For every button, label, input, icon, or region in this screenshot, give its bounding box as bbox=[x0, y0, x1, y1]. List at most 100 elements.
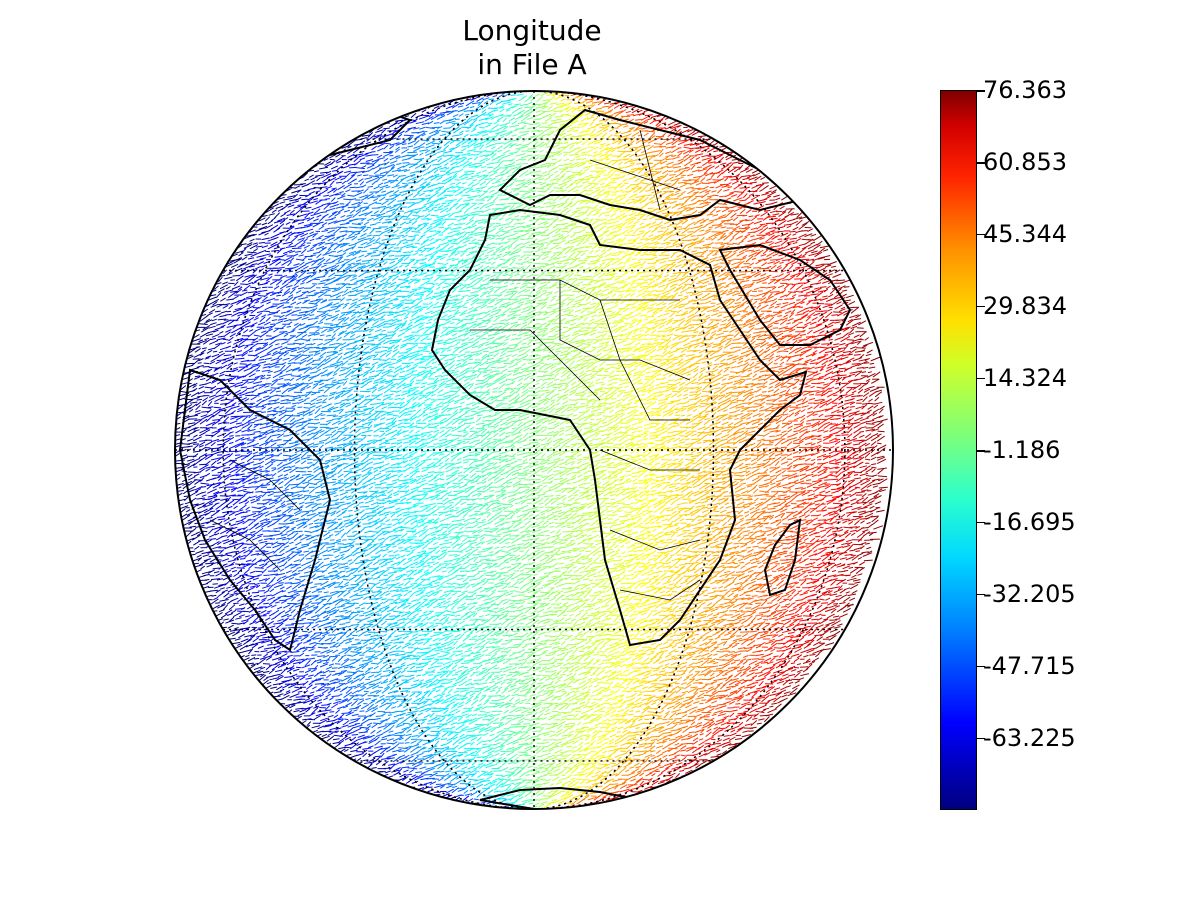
data-stroke bbox=[403, 251, 410, 254]
data-stroke bbox=[432, 222, 442, 229]
data-stroke bbox=[340, 252, 347, 257]
data-stroke bbox=[733, 197, 743, 202]
data-stroke bbox=[425, 291, 434, 297]
data-stroke bbox=[276, 241, 282, 246]
data-stroke bbox=[483, 330, 492, 334]
data-stroke bbox=[655, 118, 664, 127]
data-stroke bbox=[771, 218, 781, 225]
data-stroke bbox=[593, 152, 602, 157]
data-stroke bbox=[521, 158, 527, 161]
data-stroke bbox=[439, 121, 444, 125]
data-stroke bbox=[287, 321, 293, 325]
data-stroke bbox=[357, 314, 362, 318]
data-stroke bbox=[579, 189, 587, 195]
data-stroke bbox=[631, 289, 637, 292]
data-stroke bbox=[547, 167, 556, 173]
data-swath bbox=[175, 91, 888, 809]
data-stroke bbox=[395, 141, 406, 146]
data-stroke bbox=[548, 210, 557, 213]
data-stroke bbox=[267, 328, 273, 332]
data-stroke bbox=[318, 234, 324, 239]
data-stroke bbox=[520, 179, 526, 182]
data-stroke bbox=[520, 254, 527, 259]
data-stroke bbox=[559, 123, 565, 127]
data-stroke bbox=[291, 285, 299, 290]
data-stroke bbox=[381, 285, 387, 290]
data-stroke bbox=[471, 227, 479, 234]
data-stroke bbox=[472, 117, 478, 121]
data-stroke bbox=[410, 112, 417, 119]
data-stroke bbox=[549, 201, 556, 205]
data-stroke bbox=[673, 169, 681, 173]
data-stroke bbox=[485, 124, 491, 128]
data-stroke bbox=[643, 319, 648, 321]
data-stroke bbox=[728, 276, 735, 280]
data-stroke bbox=[777, 284, 785, 289]
data-stroke bbox=[685, 208, 694, 212]
data-stroke bbox=[411, 220, 418, 226]
data-stroke bbox=[493, 120, 500, 125]
data-stroke bbox=[766, 286, 776, 289]
data-stroke bbox=[754, 298, 762, 301]
data-stroke bbox=[496, 213, 503, 217]
data-stroke bbox=[543, 188, 550, 193]
data-stroke bbox=[563, 179, 573, 184]
data-stroke bbox=[574, 251, 582, 259]
data-stroke bbox=[324, 235, 335, 238]
data-stroke bbox=[418, 324, 424, 329]
data-stroke bbox=[335, 155, 344, 163]
data-stroke bbox=[535, 122, 541, 124]
data-stroke bbox=[465, 236, 473, 240]
data-stroke bbox=[581, 123, 588, 128]
data-stroke bbox=[727, 166, 737, 174]
data-stroke bbox=[468, 216, 475, 222]
data-stroke bbox=[397, 184, 407, 189]
data-stroke bbox=[625, 110, 632, 114]
data-stroke bbox=[517, 259, 523, 261]
data-stroke bbox=[708, 161, 716, 164]
data-stroke bbox=[452, 172, 458, 178]
data-stroke bbox=[260, 299, 269, 304]
data-stroke bbox=[564, 163, 573, 165]
data-stroke bbox=[224, 276, 233, 280]
data-stroke bbox=[657, 314, 664, 318]
data-stroke bbox=[539, 142, 547, 148]
data-stroke bbox=[612, 160, 619, 166]
data-stroke bbox=[480, 304, 488, 309]
data-stroke bbox=[681, 219, 689, 225]
data-stroke bbox=[756, 249, 764, 255]
data-stroke bbox=[663, 245, 671, 250]
data-stroke bbox=[433, 197, 444, 203]
data-stroke bbox=[373, 210, 379, 215]
data-stroke bbox=[809, 261, 815, 266]
data-stroke bbox=[367, 194, 375, 200]
data-stroke bbox=[684, 224, 690, 231]
data-stroke bbox=[381, 199, 389, 206]
data-stroke bbox=[567, 101, 573, 105]
data-stroke bbox=[251, 263, 258, 266]
data-stroke bbox=[486, 305, 494, 308]
data-stroke bbox=[324, 227, 331, 230]
data-stroke bbox=[738, 240, 744, 244]
data-stroke bbox=[619, 104, 628, 110]
data-stroke bbox=[583, 122, 589, 125]
data-stroke bbox=[379, 208, 386, 214]
data-stroke bbox=[396, 248, 403, 253]
data-stroke bbox=[623, 193, 628, 197]
data-stroke bbox=[555, 313, 561, 318]
data-stroke bbox=[536, 111, 546, 117]
data-stroke bbox=[243, 244, 253, 249]
data-stroke bbox=[676, 253, 684, 258]
data-stroke bbox=[828, 306, 833, 309]
data-stroke bbox=[327, 229, 335, 234]
data-stroke bbox=[345, 201, 351, 207]
data-stroke bbox=[509, 124, 520, 128]
data-stroke bbox=[259, 316, 266, 323]
data-stroke bbox=[382, 250, 392, 258]
data-stroke bbox=[559, 289, 567, 294]
data-stroke bbox=[630, 270, 636, 274]
data-stroke bbox=[428, 276, 434, 281]
data-stroke bbox=[383, 180, 392, 184]
data-stroke bbox=[407, 145, 414, 148]
data-stroke bbox=[469, 134, 477, 137]
